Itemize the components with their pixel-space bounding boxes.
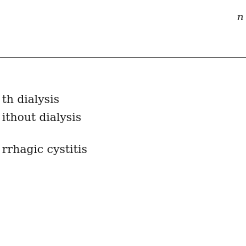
Text: rrhagic cystitis: rrhagic cystitis xyxy=(2,145,87,155)
Text: n: n xyxy=(236,14,243,22)
Text: th dialysis: th dialysis xyxy=(2,95,59,105)
Text: ithout dialysis: ithout dialysis xyxy=(2,113,81,123)
